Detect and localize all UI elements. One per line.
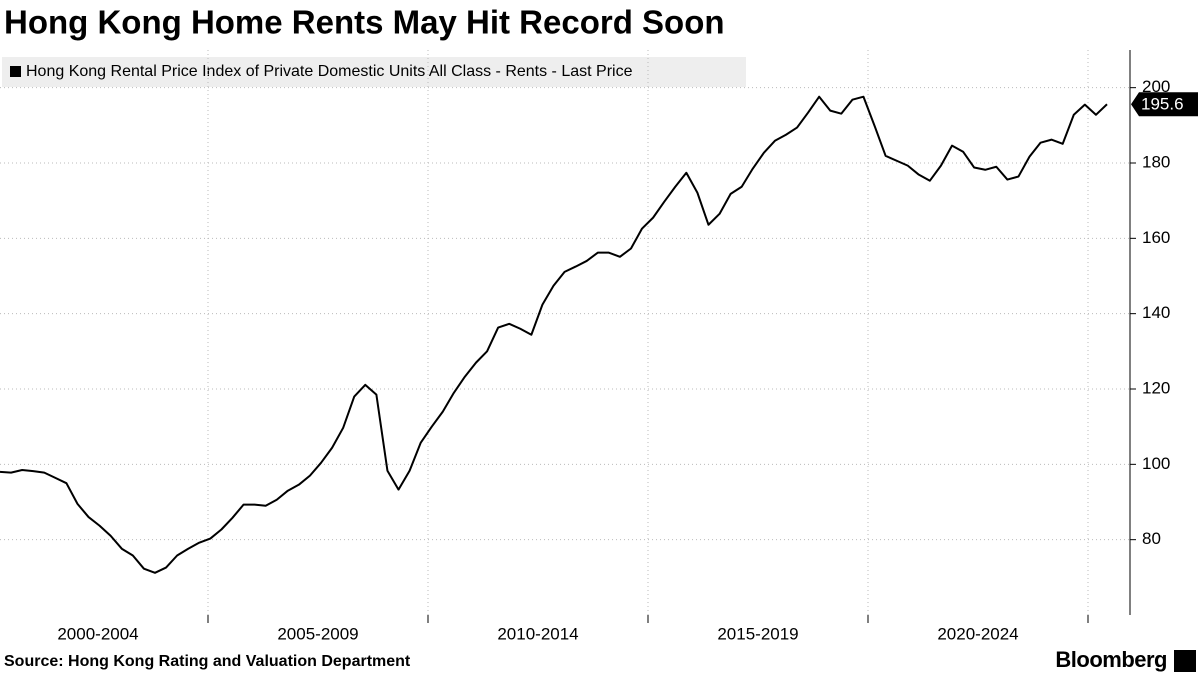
y-tick-label: 180	[1142, 152, 1170, 171]
line	[0, 95, 1108, 574]
legend	[2, 57, 746, 87]
y-tick-label: 120	[1142, 378, 1170, 397]
last-value-tag	[1131, 92, 1198, 117]
y-tick-label: 100	[1142, 454, 1170, 473]
last-value-label: 195.6	[1141, 95, 1184, 114]
brand-icon	[1174, 650, 1196, 672]
x-tick-label: 2015-2019	[717, 624, 798, 643]
y-tick-label: 80	[1142, 529, 1161, 548]
chart-title: Hong Kong Home Rents May Hit Record Soon	[4, 4, 725, 41]
y-tick-label: 140	[1142, 303, 1170, 322]
x-tick-label: 2005-2009	[277, 624, 358, 643]
legend-label: Hong Kong Rental Price Index of Private …	[26, 63, 633, 80]
y-tick-label: 160	[1142, 228, 1170, 247]
x-tick-label: 2020-2024	[937, 624, 1018, 643]
brand: Bloomberg	[1055, 647, 1167, 672]
y-tick-label: 200	[1142, 77, 1170, 96]
source: Source: Hong Kong Rating and Valuation D…	[4, 653, 411, 670]
x-tick-label: 2010-2014	[497, 624, 578, 643]
legend-swatch	[10, 66, 21, 77]
x-tick-label: 2000-2004	[57, 624, 138, 643]
